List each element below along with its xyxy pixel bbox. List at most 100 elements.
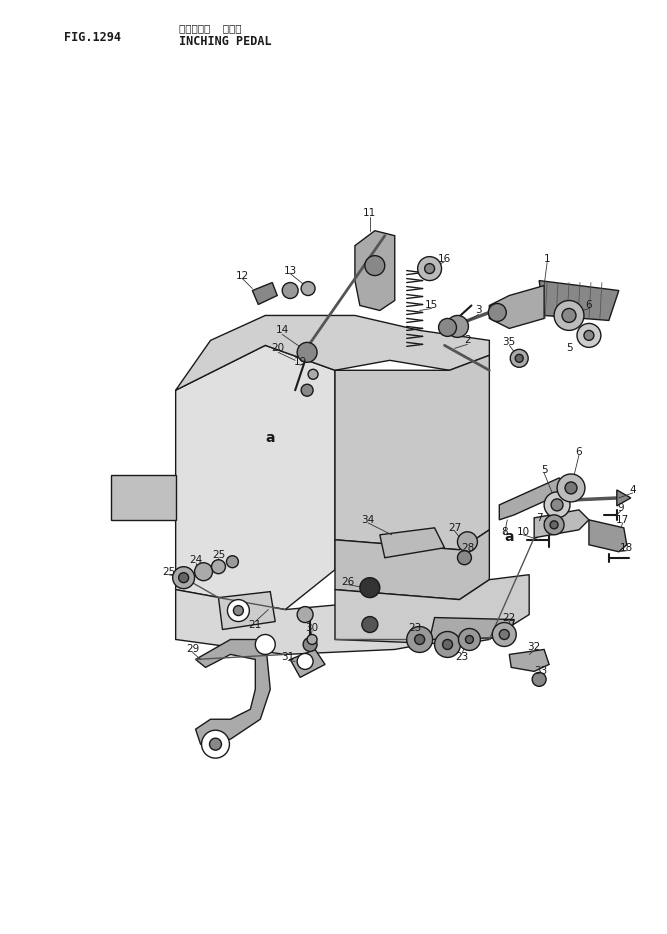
Text: 19: 19 [293,358,307,367]
Polygon shape [510,649,549,672]
Circle shape [557,474,585,502]
Circle shape [360,577,380,598]
Text: 17: 17 [616,515,630,525]
Circle shape [488,304,506,321]
Text: 20: 20 [271,344,285,353]
Circle shape [255,634,275,655]
Circle shape [466,635,474,644]
Circle shape [577,323,601,347]
Circle shape [418,257,442,280]
Circle shape [510,349,528,367]
Polygon shape [355,231,395,310]
Circle shape [492,623,516,646]
Circle shape [301,281,315,295]
Text: 23: 23 [408,623,422,632]
Text: 14: 14 [275,325,289,335]
Circle shape [301,384,313,396]
Polygon shape [290,649,325,677]
Polygon shape [175,580,490,655]
Circle shape [308,369,318,379]
Circle shape [227,556,238,568]
Polygon shape [617,490,631,506]
Text: 25: 25 [212,550,225,559]
Text: a: a [265,432,275,446]
Circle shape [303,638,317,651]
Text: 12: 12 [235,271,249,280]
Polygon shape [589,520,627,552]
Ellipse shape [217,484,254,536]
Text: 29: 29 [186,644,199,655]
Text: 35: 35 [503,337,516,347]
Text: 24: 24 [189,555,202,565]
Text: 31: 31 [281,653,295,662]
Circle shape [435,631,460,658]
Polygon shape [534,510,589,538]
Text: 26: 26 [342,576,355,587]
Circle shape [425,263,435,274]
Text: 34: 34 [362,515,374,525]
Text: FIG.1294: FIG.1294 [64,32,121,44]
Circle shape [562,308,576,322]
Text: 27: 27 [448,523,461,532]
Circle shape [209,738,221,750]
Circle shape [195,562,213,581]
Text: 18: 18 [620,543,634,553]
Circle shape [233,605,243,616]
Text: 32: 32 [528,643,541,653]
Polygon shape [490,286,544,329]
Text: 15: 15 [425,301,438,310]
Text: 6: 6 [576,447,582,457]
Text: 28: 28 [461,543,474,553]
Text: 5: 5 [566,344,572,353]
Circle shape [307,634,317,644]
Circle shape [297,343,317,362]
Circle shape [532,672,546,686]
Circle shape [439,318,456,336]
Text: 4: 4 [630,485,636,495]
Polygon shape [175,346,335,610]
Text: 16: 16 [438,254,451,263]
Text: 3: 3 [475,305,482,316]
Polygon shape [500,478,574,520]
Circle shape [446,316,468,337]
Circle shape [565,482,577,494]
Circle shape [554,301,584,331]
Text: 11: 11 [364,207,376,218]
Circle shape [297,654,313,670]
Text: 2: 2 [464,335,471,346]
Text: 6: 6 [586,301,592,310]
Circle shape [458,531,478,552]
Text: 1: 1 [544,254,550,263]
Polygon shape [335,355,490,550]
Polygon shape [430,617,514,640]
Text: インチング  ペダル: インチング ペダル [179,23,241,34]
Polygon shape [219,591,275,630]
Polygon shape [335,574,529,644]
Circle shape [415,634,425,644]
Text: 22: 22 [503,613,516,623]
Circle shape [458,551,472,565]
Text: 5: 5 [541,465,548,475]
Text: 7: 7 [536,513,542,523]
Ellipse shape [359,472,381,488]
Text: INCHING PEDAL: INCHING PEDAL [179,35,271,49]
Text: a: a [504,530,514,544]
Circle shape [515,354,523,362]
Circle shape [211,559,225,573]
Circle shape [442,640,452,649]
Text: 13: 13 [283,265,297,276]
Circle shape [544,492,570,517]
Circle shape [544,515,564,535]
Text: 10: 10 [517,527,530,537]
Circle shape [584,331,594,340]
Polygon shape [175,316,490,390]
Circle shape [297,606,313,623]
Circle shape [179,573,189,583]
Circle shape [551,499,563,511]
Circle shape [282,283,298,299]
Circle shape [550,521,558,529]
Text: 8: 8 [501,527,508,537]
Text: 21: 21 [249,619,262,630]
Circle shape [201,730,229,758]
Polygon shape [335,530,490,600]
